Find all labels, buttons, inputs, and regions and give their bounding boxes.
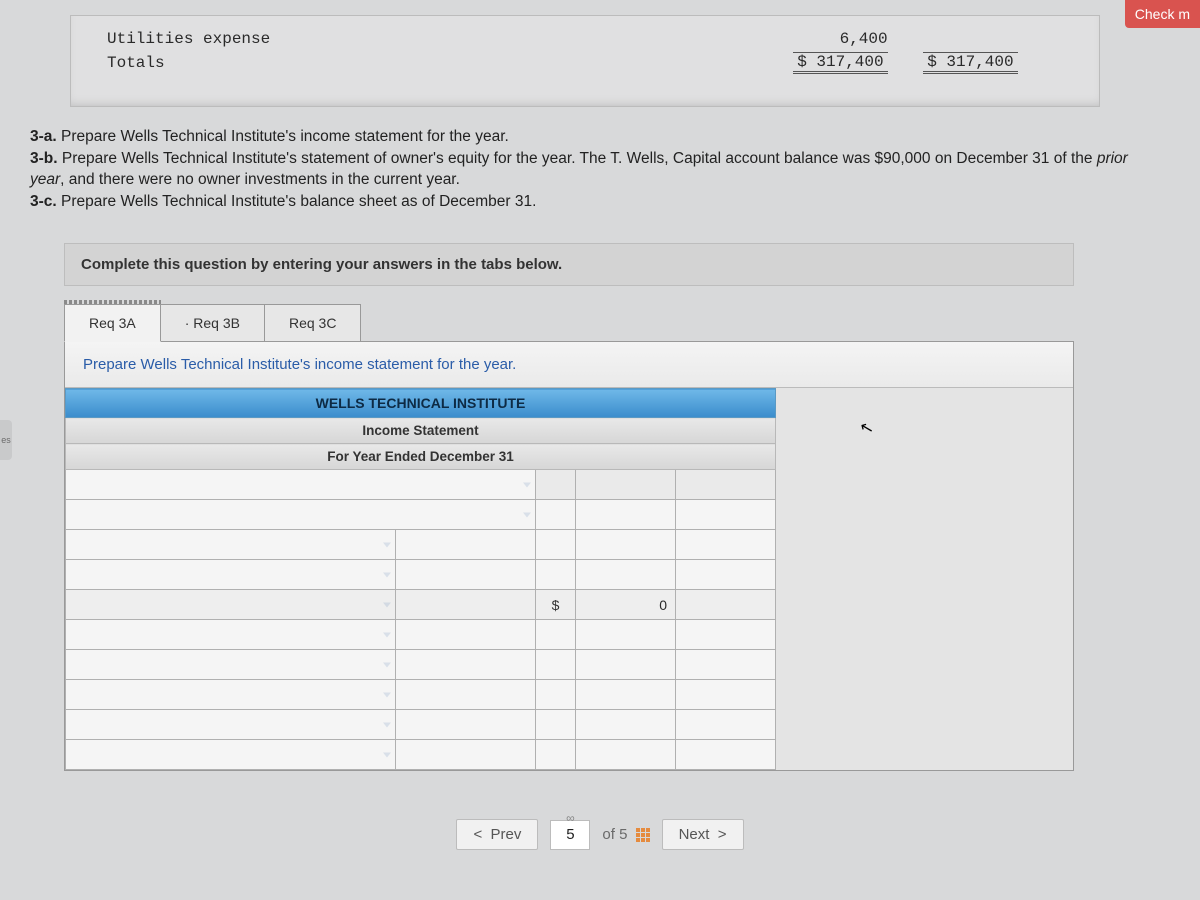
pagination-nav: < Prev ∞ 5 of 5 Next > [0,819,1200,850]
currency-cell [536,740,576,770]
amount-cell[interactable] [576,500,676,530]
currency-symbol: $ [536,590,576,620]
account-cell[interactable] [66,500,536,530]
check-button[interactable]: Check m [1125,0,1200,28]
page-total: of 5 [602,826,649,843]
item-3b-text2: , and there were no owner investments in… [60,171,460,188]
req-tabs: Req 3A · Req 3B Req 3C [64,304,360,342]
amount-cell[interactable] [676,740,776,770]
trial-balance-box: Utilities expense 6,400 Totals $ 317,400… [70,15,1100,107]
amount-sub-cell[interactable] [396,620,536,650]
amount-cell[interactable] [676,650,776,680]
prev-label: Prev [491,826,522,843]
calc-total: 0 [576,590,676,620]
tab-label: Req 3A [89,315,136,331]
amount-sub-cell[interactable] [396,560,536,590]
item-3b-label: 3-b. [30,150,58,167]
currency-cell [536,470,576,500]
sidebar-handle[interactable]: es [0,420,12,460]
tab-req-3c[interactable]: Req 3C [264,304,361,342]
item-3c-label: 3-c. [30,193,57,210]
amount-sub-cell[interactable] [396,710,536,740]
complete-instruction-bar: Complete this question by entering your … [64,243,1074,286]
instructions-block: 3-a. Prepare Wells Technical Institute's… [30,126,1150,213]
account-cell[interactable] [66,650,396,680]
amount-cell[interactable] [576,470,676,500]
next-label: Next [679,826,710,843]
row-credit: $ 317,400 [894,50,1024,76]
amount-cell[interactable] [576,530,676,560]
complete-instruction-text: Complete this question by entering your … [81,256,562,273]
amount-cell[interactable] [676,620,776,650]
sheet-title: WELLS TECHNICAL INSTITUTE [66,389,776,418]
account-cell[interactable] [66,740,396,770]
item-3c-text: Prepare Wells Technical Institute's bala… [61,193,536,210]
tab-req-3a[interactable]: Req 3A [64,304,161,342]
tab-req-3b[interactable]: · Req 3B [160,304,265,342]
work-prompt-text: Prepare Wells Technical Institute's inco… [83,356,516,373]
account-cell[interactable] [66,680,396,710]
currency-cell [536,530,576,560]
sheet-subtitle: Income Statement [66,418,776,444]
account-cell[interactable] [66,560,396,590]
income-statement-table: WELLS TECHNICAL INSTITUTE Income Stateme… [65,388,776,770]
amount-sub-cell[interactable] [396,740,536,770]
currency-cell [536,560,576,590]
grid-icon[interactable] [636,828,650,842]
amount-cell[interactable] [676,710,776,740]
amount-cell[interactable] [576,740,676,770]
row-credit [894,28,1024,50]
account-cell[interactable] [66,710,396,740]
item-3a-text: Prepare Wells Technical Institute's inco… [61,128,509,145]
amount-sub-cell[interactable] [396,530,536,560]
amount-cell[interactable] [676,530,776,560]
work-panel: Prepare Wells Technical Institute's inco… [64,341,1074,771]
amount-cell[interactable] [576,650,676,680]
check-button-label: Check m [1135,6,1190,22]
sheet-period: For Year Ended December 31 [66,444,776,470]
page-number-box[interactable]: ∞ 5 [550,820,590,850]
currency-cell [536,620,576,650]
item-3b-text: Prepare Wells Technical Institute's stat… [62,150,1097,167]
item-3a-label: 3-a. [30,128,57,145]
amount-sub-cell[interactable] [396,650,536,680]
amount-cell[interactable] [576,620,676,650]
amount-cell[interactable] [676,590,776,620]
account-cell[interactable] [66,590,396,620]
amount-cell[interactable] [676,560,776,590]
prev-button[interactable]: < Prev [456,819,538,850]
row-label: Totals [101,50,764,76]
account-cell[interactable] [66,470,536,500]
currency-cell [536,500,576,530]
link-icon: ∞ [566,811,575,825]
answer-sheet-area: WELLS TECHNICAL INSTITUTE Income Stateme… [65,388,1073,770]
row-debit: $ 317,400 [764,50,894,76]
amount-cell[interactable] [576,710,676,740]
amount-cell[interactable] [676,500,776,530]
tab-label: Req 3C [289,315,336,331]
trial-balance-table: Utilities expense 6,400 Totals $ 317,400… [101,28,1069,76]
amount-cell[interactable] [576,560,676,590]
currency-cell [536,680,576,710]
currency-cell [536,710,576,740]
page-number: 5 [566,826,574,843]
tab-label: Req 3B [193,315,240,331]
amount-sub-cell[interactable] [396,680,536,710]
page-total-text: of 5 [602,826,627,843]
account-cell[interactable] [66,620,396,650]
amount-sub-cell[interactable] [396,590,536,620]
next-button[interactable]: Next > [662,819,744,850]
currency-cell [536,650,576,680]
amount-cell[interactable] [676,680,776,710]
amount-cell[interactable] [676,470,776,500]
row-label: Utilities expense [101,28,764,50]
work-prompt: Prepare Wells Technical Institute's inco… [65,342,1073,388]
amount-cell[interactable] [576,680,676,710]
sidebar-handle-label: es [1,435,11,445]
account-cell[interactable] [66,530,396,560]
row-debit: 6,400 [764,28,894,50]
